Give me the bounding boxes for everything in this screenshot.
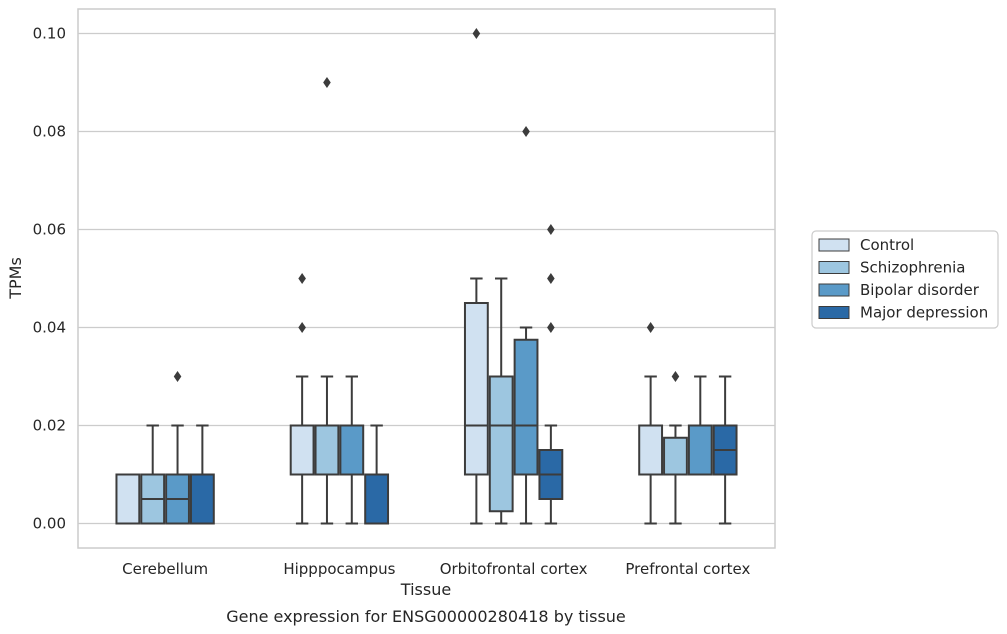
legend-label: Bipolar disorder <box>860 281 980 299</box>
legend: Control Schizophrenia Bipolar disorder Majo… <box>811 230 999 329</box>
box-iqr <box>488 375 514 513</box>
outlier-point <box>671 371 680 382</box>
box-schizophrenia <box>663 371 688 525</box>
box-control <box>638 322 664 525</box>
box-control <box>463 28 489 525</box>
box-iqr <box>339 424 365 476</box>
y-axis-label: TPMs <box>6 257 25 300</box>
x-axis-label: Tissue <box>400 580 451 599</box>
box-major-depression <box>538 224 564 525</box>
box-major-depression <box>189 424 215 525</box>
y-tick-label: 0.10 <box>33 25 66 43</box>
box-iqr <box>314 424 340 476</box>
outlier-point <box>298 322 306 333</box>
box-iqr <box>115 473 141 525</box>
box-bipolar-disorder <box>687 375 713 476</box>
y-tick-label: 0.02 <box>33 417 66 435</box>
y-tick-label: 0.04 <box>33 319 66 337</box>
legend-label: Control <box>860 236 914 254</box>
box-iqr <box>364 473 390 525</box>
box-iqr <box>638 424 664 476</box>
box-iqr <box>463 302 489 476</box>
legend-frame <box>811 230 999 329</box>
box-iqr <box>687 424 713 476</box>
outlier-point <box>173 371 182 382</box>
box-control <box>115 473 141 525</box>
box-iqr <box>189 473 215 525</box>
gridlines <box>78 32 775 525</box>
box-groups <box>115 28 738 525</box>
outlier-point <box>547 224 555 235</box>
plot-frame <box>77 8 776 549</box>
x-axis-ticks: Cerebellum Hipppocampus Orbitofrontal cort… <box>122 560 750 578</box>
box-control <box>289 273 315 525</box>
legend-swatch <box>818 306 850 319</box>
legend-swatch <box>818 283 850 297</box>
box-bipolar-disorder <box>513 126 539 525</box>
box-iqr <box>289 424 315 476</box>
x-tick-label: Orbitofrontal cortex <box>440 560 588 578</box>
box-bipolar-disorder <box>165 371 190 525</box>
x-tick-label: Prefrontal cortex <box>625 560 750 578</box>
outlier-point <box>522 126 530 137</box>
box-major-depression <box>364 424 390 525</box>
chart-caption: Gene expression for ENSG00000280418 by t… <box>226 607 626 626</box>
outlier-point <box>547 273 555 284</box>
outlier-point <box>646 322 655 333</box>
outlier-point <box>323 77 331 88</box>
legend-swatch <box>818 238 850 252</box>
box-bipolar-disorder <box>339 375 365 525</box>
box-schizophrenia <box>140 424 166 525</box>
box-major-depression <box>712 375 738 525</box>
outlier-point <box>298 273 306 284</box>
legend-swatch <box>818 261 850 274</box>
y-axis-ticks: 0.00 0.02 0.04 0.06 0.08 0.10 <box>33 25 66 533</box>
y-tick-label: 0.08 <box>33 123 66 141</box>
outlier-point <box>472 28 481 39</box>
box-schizophrenia <box>488 277 514 525</box>
box-iqr <box>663 436 688 476</box>
outlier-point <box>547 322 555 333</box>
y-tick-label: 0.06 <box>33 221 66 239</box>
box-iqr <box>513 338 539 476</box>
box-schizophrenia <box>314 77 340 525</box>
x-tick-label: Hipppocampus <box>283 560 395 578</box>
y-tick-label: 0.00 <box>33 515 66 533</box>
legend-label: Major depression <box>860 304 988 322</box>
legend-label: Schizophrenia <box>860 259 965 277</box>
x-tick-label: Cerebellum <box>122 560 208 578</box>
